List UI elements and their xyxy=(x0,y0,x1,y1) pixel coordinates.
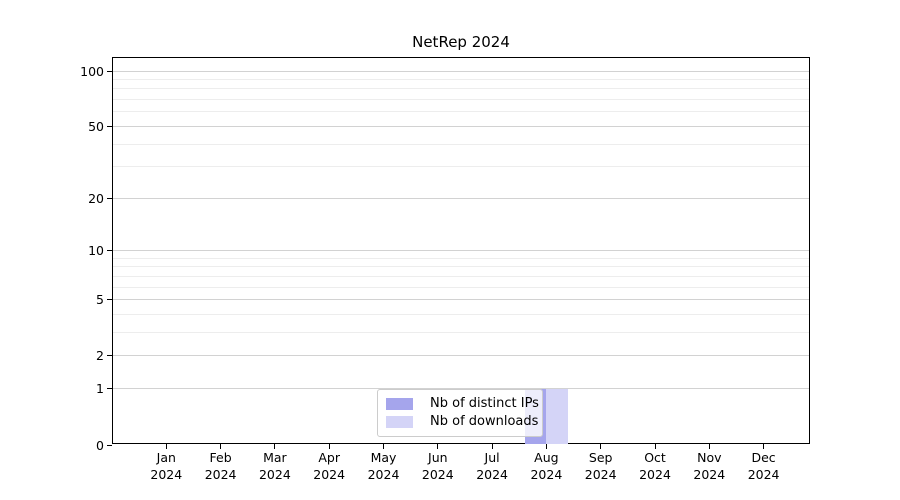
y-axis-tick xyxy=(107,444,112,446)
x-axis-tick-label: Feb 2024 xyxy=(189,449,253,483)
y-axis-tick-label: 10 xyxy=(88,243,104,259)
x-tick-month: Apr xyxy=(318,450,340,465)
gridline-major xyxy=(113,250,809,252)
x-axis-tick xyxy=(220,444,222,449)
legend-entry-label: Nb of downloads xyxy=(430,414,539,429)
gridline-major xyxy=(113,355,809,357)
legend-swatch-icon xyxy=(386,398,413,410)
y-axis-tick xyxy=(107,299,112,301)
gridline-minor xyxy=(113,166,809,168)
x-tick-month: Nov xyxy=(697,450,722,465)
y-axis-tick-label: 0 xyxy=(96,437,104,453)
legend-entry-label: Nb of distinct IPs xyxy=(430,396,539,411)
x-tick-year: 2024 xyxy=(693,467,726,482)
x-axis-tick xyxy=(383,444,384,449)
x-axis-tick-label: May 2024 xyxy=(352,449,416,483)
x-axis-tick-label: Sep 2024 xyxy=(569,449,633,483)
legend-entry: Nb of distinct IPs xyxy=(386,396,539,411)
gridline-major xyxy=(113,70,809,72)
x-tick-year: 2024 xyxy=(421,467,454,482)
x-axis-tick xyxy=(328,444,330,449)
gridline-minor xyxy=(113,78,809,80)
x-axis-tick-label: Nov 2024 xyxy=(677,449,741,483)
x-axis-tick xyxy=(600,444,602,449)
x-tick-month: Aug xyxy=(534,450,559,465)
y-axis-tick xyxy=(107,197,112,199)
x-tick-year: 2024 xyxy=(639,467,671,482)
y-axis-tick xyxy=(107,355,112,357)
x-tick-year: 2024 xyxy=(584,467,617,482)
gridline-major xyxy=(113,197,809,199)
x-tick-month: May xyxy=(370,450,397,465)
x-tick-month: Jun xyxy=(428,450,448,465)
y-axis-tick-label: 100 xyxy=(80,63,104,79)
y-axis-tick-label: 20 xyxy=(88,190,104,206)
x-tick-month: Dec xyxy=(751,450,776,465)
gridline-minor xyxy=(113,332,809,334)
gridline-minor xyxy=(113,314,809,316)
y-axis-tick-label: 5 xyxy=(96,292,104,308)
gridline-major xyxy=(113,388,809,390)
x-axis-tick-label: Oct 2024 xyxy=(623,449,687,483)
gridline-minor xyxy=(113,286,809,288)
gridline-minor xyxy=(113,266,809,268)
x-axis-tick xyxy=(545,444,547,449)
y-axis-tick-label: 2 xyxy=(96,348,104,364)
x-axis-tick-label: Aug 2024 xyxy=(514,449,578,483)
gridline-minor xyxy=(113,143,809,145)
x-axis-tick xyxy=(437,444,439,449)
x-tick-month: Jul xyxy=(484,450,500,465)
x-axis-tick-label: Jan 2024 xyxy=(134,449,198,483)
gridline-minor xyxy=(113,99,809,101)
plot-area: 0 1 2 5 10 20 50 100 Jan 2024 Feb 2024 Mar 2024 Apr 202… xyxy=(80,57,810,482)
x-tick-year: 2024 xyxy=(313,467,346,482)
x-tick-year: 2024 xyxy=(258,467,291,482)
x-axis-tick-label: Apr 2024 xyxy=(297,449,361,483)
x-tick-month: Jan xyxy=(156,450,176,465)
y-axis-tick xyxy=(107,125,112,127)
x-tick-year: 2024 xyxy=(476,467,508,482)
x-axis-tick-label: Mar 2024 xyxy=(243,449,307,483)
x-axis-tick xyxy=(654,444,656,449)
y-axis-tick xyxy=(107,388,112,390)
x-axis-tick xyxy=(165,444,167,449)
y-axis-tick-label: 1 xyxy=(96,381,104,397)
legend: Nb of distinct IPs Nb of downloads xyxy=(377,389,543,437)
x-axis-tick-label: Dec 2024 xyxy=(732,449,796,483)
x-tick-month: Sep xyxy=(588,450,613,465)
legend-swatch-icon xyxy=(386,416,413,428)
gridline-major xyxy=(113,299,809,301)
x-axis-tick-label: Jun 2024 xyxy=(406,449,470,483)
gridline-minor xyxy=(113,257,809,259)
x-tick-month: Mar xyxy=(263,450,287,465)
legend-entry: Nb of downloads xyxy=(386,414,539,429)
chart-title: NetRep 2024 xyxy=(412,33,510,51)
y-axis-tick xyxy=(107,70,112,72)
x-tick-year: 2024 xyxy=(150,467,183,482)
x-axis-tick xyxy=(708,444,710,449)
x-axis-tick xyxy=(763,444,765,449)
bar-nb-of-downloads xyxy=(546,388,569,444)
gridline-minor xyxy=(113,88,809,90)
x-axis-tick xyxy=(491,444,493,449)
x-tick-month: Feb xyxy=(209,450,232,465)
gridline-minor xyxy=(113,275,809,277)
gridline-minor xyxy=(113,111,809,113)
y-axis-tick xyxy=(107,250,112,252)
x-tick-year: 2024 xyxy=(530,467,563,482)
x-tick-year: 2024 xyxy=(204,467,237,482)
x-tick-year: 2024 xyxy=(367,467,400,482)
y-axis-tick-label: 50 xyxy=(88,118,104,134)
x-tick-year: 2024 xyxy=(747,467,780,482)
x-axis-tick-label: Jul 2024 xyxy=(460,449,524,483)
x-tick-month: Oct xyxy=(644,450,666,465)
gridline-major xyxy=(113,125,809,127)
x-axis-tick xyxy=(274,444,276,449)
